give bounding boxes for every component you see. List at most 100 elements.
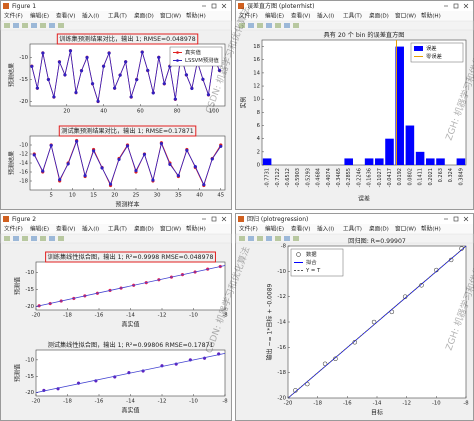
toolbar-button[interactable] <box>49 23 55 28</box>
close-button[interactable] <box>221 216 227 222</box>
x-tick-label: -8 <box>222 313 228 319</box>
menu-item[interactable]: 文件(F) <box>239 225 258 233</box>
legend <box>169 46 223 67</box>
toolbar-button[interactable] <box>284 236 290 241</box>
menu-item[interactable]: 插入(I) <box>317 12 334 20</box>
x-axis-label: 真实值 <box>121 321 139 329</box>
y-tick-label: -14 <box>19 161 28 167</box>
toolbar-button[interactable] <box>293 23 299 28</box>
menu-item[interactable]: 帮助(H) <box>421 12 441 20</box>
toolbar-button[interactable] <box>275 23 281 28</box>
menu-item[interactable]: 帮助(H) <box>421 225 441 233</box>
toolbar-button[interactable] <box>257 23 263 28</box>
menu-item[interactable]: 插入(I) <box>82 12 99 20</box>
toolbar-button[interactable] <box>257 236 263 241</box>
legend-label: 零误差 <box>426 52 442 60</box>
data-point <box>91 149 96 153</box>
x-tick-label: 0.3849 <box>458 168 464 186</box>
toolbar-button[interactable] <box>266 236 272 241</box>
menu-item[interactable]: 文件(F) <box>4 12 23 20</box>
menu-item[interactable]: 编辑(E) <box>30 225 49 233</box>
histogram-bar <box>426 158 435 165</box>
toolbar-button[interactable] <box>58 236 64 241</box>
x-tick-label: -14 <box>373 401 382 407</box>
data-point <box>74 90 78 95</box>
x-axis-label: 预测样本 <box>115 201 139 209</box>
toolbar-button[interactable] <box>58 23 64 28</box>
menu-item[interactable]: 桌面(D) <box>134 225 154 233</box>
y-tick-label: 10 <box>253 97 260 103</box>
toolbar-button[interactable] <box>31 236 37 241</box>
toolbar-button[interactable] <box>239 23 245 28</box>
toolbar-button[interactable] <box>40 236 46 241</box>
data-point <box>322 361 328 367</box>
data-point <box>159 142 164 146</box>
menu-item[interactable]: 编辑(E) <box>30 12 49 20</box>
maximize-button[interactable] <box>453 216 459 222</box>
data-point <box>201 77 205 81</box>
close-button[interactable] <box>221 3 227 9</box>
menu-item[interactable]: 编辑(E) <box>265 12 284 20</box>
maximize-button[interactable] <box>453 3 459 9</box>
menu-bar <box>236 224 473 234</box>
toolbar-button[interactable] <box>248 23 254 28</box>
toolbar-button[interactable] <box>22 236 28 241</box>
menu-bar <box>1 11 231 21</box>
y-axis-label: 预测结果 <box>8 151 16 175</box>
x-tick-label: -0.5903 <box>295 168 301 187</box>
toolbar-button[interactable] <box>22 23 28 28</box>
chart-title: 测试集线性拟合图，输出 1; R²=0.99806 RMSE=0.17871 <box>48 341 214 349</box>
menu-item[interactable]: 帮助(H) <box>186 225 206 233</box>
toolbar-button[interactable] <box>293 236 299 241</box>
toolbar-button[interactable] <box>49 236 55 241</box>
histogram-bar <box>415 151 425 165</box>
x-tick-label: 15 <box>90 193 97 199</box>
toolbar-button[interactable] <box>284 23 290 28</box>
maximize-button[interactable] <box>211 3 217 9</box>
data-point <box>100 166 104 170</box>
menu-item[interactable]: 窗口(W) <box>160 12 181 20</box>
toolbar-button[interactable] <box>13 23 19 28</box>
menu-item[interactable]: 桌面(D) <box>369 225 389 233</box>
menu-item[interactable]: 查看(V) <box>56 225 75 233</box>
menu-item[interactable]: 工具(T) <box>108 226 127 233</box>
data-point <box>108 182 113 186</box>
menu-item[interactable]: 工具(T) <box>343 13 362 20</box>
title-bar <box>236 1 473 11</box>
toolbar-button[interactable] <box>266 23 272 28</box>
menu-item[interactable]: 工具(T) <box>343 226 362 233</box>
close-button[interactable] <box>463 216 469 222</box>
menu-item[interactable]: 查看(V) <box>291 225 310 233</box>
menu-item[interactable]: 窗口(W) <box>395 12 416 20</box>
toolbar-button[interactable] <box>31 23 37 28</box>
toolbar-button[interactable] <box>4 236 10 241</box>
menu-item[interactable]: 编辑(E) <box>265 225 284 233</box>
menu-item[interactable]: 文件(F) <box>4 225 23 233</box>
toolbar-button[interactable] <box>4 23 10 28</box>
menu-item[interactable]: 帮助(H) <box>186 12 206 20</box>
toolbar-button[interactable] <box>13 236 19 241</box>
y-tick-label: -10 <box>19 55 28 61</box>
menu-item[interactable]: 桌面(D) <box>134 12 154 20</box>
data-point <box>83 173 87 178</box>
close-button[interactable] <box>463 3 469 9</box>
toolbar-button[interactable] <box>275 236 281 241</box>
title-bar <box>1 214 231 224</box>
window-icon <box>3 216 9 222</box>
y-tick-label: 12 <box>253 84 260 90</box>
chart-title: 测试集预测结果对比，输出 1; RMSE=0.17871 <box>61 127 194 135</box>
toolbar-button[interactable] <box>248 236 254 241</box>
menu-item[interactable]: 窗口(W) <box>395 225 416 233</box>
menu-item[interactable]: 文件(F) <box>239 12 258 20</box>
toolbar-button[interactable] <box>239 236 245 241</box>
menu-item[interactable]: 工具(T) <box>108 13 127 20</box>
series-line <box>35 265 226 307</box>
menu-item[interactable]: 查看(V) <box>291 12 310 20</box>
toolbar-button[interactable] <box>40 23 46 28</box>
menu-item[interactable]: 插入(I) <box>82 225 99 233</box>
maximize-button[interactable] <box>211 216 217 222</box>
menu-item[interactable]: 插入(I) <box>317 225 334 233</box>
menu-item[interactable]: 桌面(D) <box>369 12 389 20</box>
menu-item[interactable]: 查看(V) <box>56 12 75 20</box>
menu-item[interactable]: 窗口(W) <box>160 225 181 233</box>
